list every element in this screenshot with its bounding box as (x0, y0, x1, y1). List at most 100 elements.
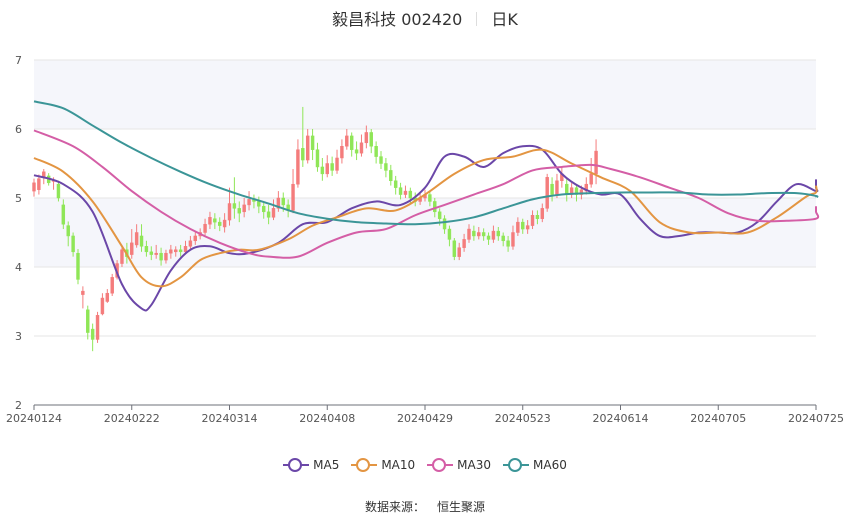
candle (105, 289, 110, 303)
candle-body (467, 228, 471, 240)
candle (208, 211, 212, 230)
candle-body (442, 218, 447, 230)
candle (379, 151, 383, 170)
x-tick-label: 20240614 (593, 412, 649, 425)
candle (86, 305, 90, 340)
candle (149, 246, 154, 261)
candle-body (330, 163, 334, 171)
candle-body (345, 135, 349, 147)
candle-body (354, 149, 359, 154)
candle-body (71, 235, 75, 253)
y-axis: 2 3 4 5 6 7 (15, 54, 22, 412)
candle-body (227, 203, 232, 221)
candle-body (257, 201, 261, 207)
candle (481, 228, 486, 241)
data-source: 数据来源： 恒生聚源 (0, 498, 850, 515)
legend-item-ma60[interactable]: MA60 (503, 458, 567, 472)
ma-line-ma60 (33, 100, 819, 226)
legend-item-ma30[interactable]: MA30 (427, 458, 491, 472)
candle (540, 203, 545, 223)
candle-body (472, 230, 476, 237)
legend-label: MA10 (381, 458, 416, 472)
y-tick-label: 3 (15, 330, 22, 343)
y-tick-label: 5 (15, 192, 22, 205)
candle-body (496, 230, 501, 237)
candle (76, 249, 80, 285)
ma-line-ma10 (33, 148, 818, 288)
candle (364, 125, 369, 149)
candle (203, 218, 207, 236)
x-tick-label: 20240222 (104, 412, 160, 425)
candle-body (66, 225, 70, 237)
legend-label: MA60 (533, 458, 567, 472)
candle (447, 225, 452, 247)
legend-item-ma5[interactable]: MA5 (283, 458, 339, 472)
candle (584, 177, 589, 195)
candle (349, 132, 354, 157)
candle-body (130, 242, 134, 255)
candle-body (222, 219, 227, 228)
candle (369, 129, 373, 154)
candle-body (81, 290, 85, 295)
candle (389, 164, 393, 186)
candle (535, 210, 540, 225)
legend-item-ma10[interactable]: MA10 (351, 458, 415, 472)
candle-body (437, 211, 442, 219)
candle-body (433, 201, 437, 213)
candle (330, 156, 334, 176)
candle-body (369, 132, 373, 147)
candle-body (154, 252, 158, 255)
candle (374, 141, 378, 164)
candle-body (364, 132, 369, 144)
candle (491, 225, 496, 243)
candle-body (90, 328, 95, 340)
candle (501, 232, 505, 247)
legend-label: MA5 (313, 458, 340, 472)
candle (66, 221, 70, 247)
candle-body (516, 221, 520, 233)
candle-body (565, 183, 569, 195)
candle-body (481, 232, 486, 237)
candle (227, 187, 232, 226)
candle (530, 210, 535, 230)
candle (222, 213, 227, 233)
candle (169, 244, 173, 259)
candle-body (486, 235, 491, 240)
chart-title: 毅昌科技 002420 日K (0, 6, 850, 30)
candle (335, 149, 339, 174)
candle-body (594, 150, 598, 175)
candle-body (266, 211, 271, 218)
candle-body (452, 240, 457, 257)
candle-body (174, 249, 178, 253)
candle-body (218, 221, 222, 226)
candle (61, 199, 66, 230)
candle-body (403, 190, 408, 195)
candle-body (530, 215, 535, 226)
candle (315, 142, 320, 172)
candle-body (511, 232, 515, 247)
candle-body (144, 246, 149, 253)
candle (144, 240, 149, 257)
candle-body (506, 240, 510, 247)
candle-body (462, 239, 466, 248)
candle-body (521, 221, 525, 230)
x-tick-label: 20240314 (202, 412, 258, 425)
candle-body (242, 204, 246, 213)
x-tick-label: 20240725 (788, 412, 844, 425)
candle-body (76, 252, 80, 280)
candle-body (110, 277, 114, 294)
candle-body (261, 206, 266, 213)
legend-swatch (503, 458, 530, 472)
candle (110, 273, 114, 296)
candle-body (183, 246, 188, 253)
x-tick-label: 20240523 (495, 412, 551, 425)
candle-body (501, 235, 505, 242)
legend: MA5 MA10 MA30 MA60 (0, 458, 850, 474)
ma-line-ma30 (33, 129, 820, 259)
y-tick-label: 7 (15, 54, 22, 67)
candle (560, 166, 564, 188)
candle (506, 235, 510, 252)
candle-body (100, 297, 105, 315)
candle (594, 139, 598, 185)
candle (301, 106, 305, 167)
